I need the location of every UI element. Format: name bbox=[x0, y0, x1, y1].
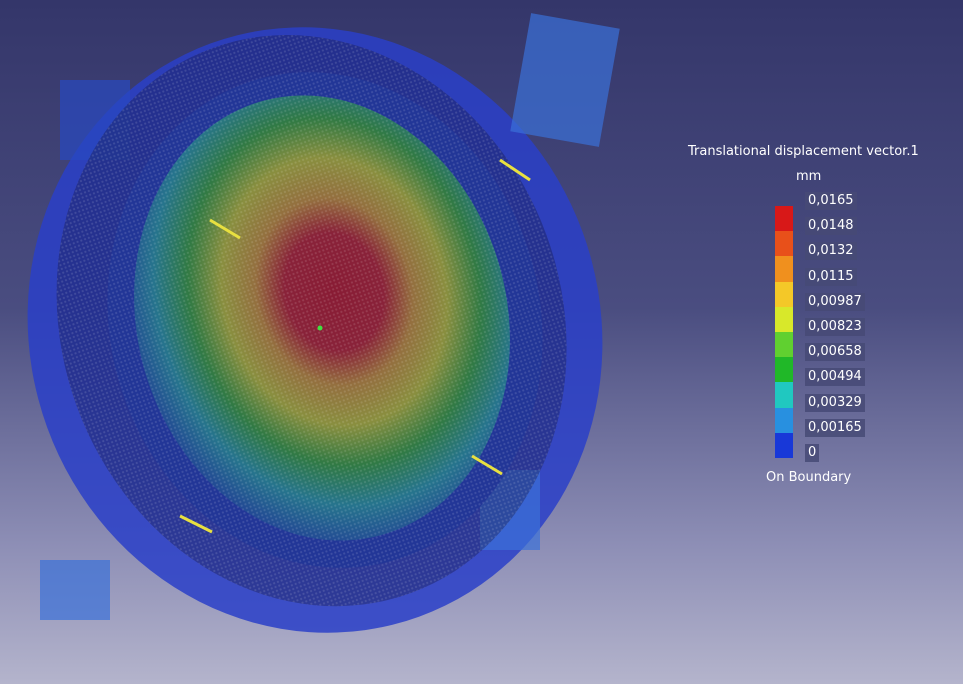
mesh bbox=[0, 0, 687, 684]
color-swatch bbox=[775, 408, 793, 433]
legend-value: 0,0115 bbox=[805, 268, 857, 286]
color-swatch bbox=[775, 433, 793, 458]
legend-value: 0,00823 bbox=[805, 318, 865, 336]
legend-unit: mm bbox=[796, 169, 821, 184]
model-view bbox=[0, 0, 963, 684]
legend-value: 0,0132 bbox=[805, 242, 857, 260]
color-swatch bbox=[775, 357, 793, 382]
color-swatch bbox=[775, 307, 793, 332]
color-swatch bbox=[775, 206, 793, 231]
legend-value: 0,00987 bbox=[805, 293, 865, 311]
color-bar bbox=[775, 206, 793, 458]
legend-value: 0,0148 bbox=[805, 217, 857, 235]
color-swatch bbox=[775, 382, 793, 407]
legend-value: 0,00329 bbox=[805, 394, 865, 412]
legend-title: Translational displacement vector.1 bbox=[688, 144, 919, 159]
legend-value: 0,0165 bbox=[805, 192, 857, 210]
viewport: Translational displacement vector.1 mm 0… bbox=[0, 0, 963, 684]
color-swatch bbox=[775, 256, 793, 281]
legend-value: 0,00165 bbox=[805, 419, 865, 437]
legend-footer: On Boundary bbox=[766, 470, 851, 485]
color-swatch bbox=[775, 282, 793, 307]
color-swatch bbox=[775, 332, 793, 357]
legend-value: 0,00494 bbox=[805, 368, 865, 386]
legend-value: 0 bbox=[805, 444, 819, 462]
legend-value: 0,00658 bbox=[805, 343, 865, 361]
color-swatch bbox=[775, 231, 793, 256]
